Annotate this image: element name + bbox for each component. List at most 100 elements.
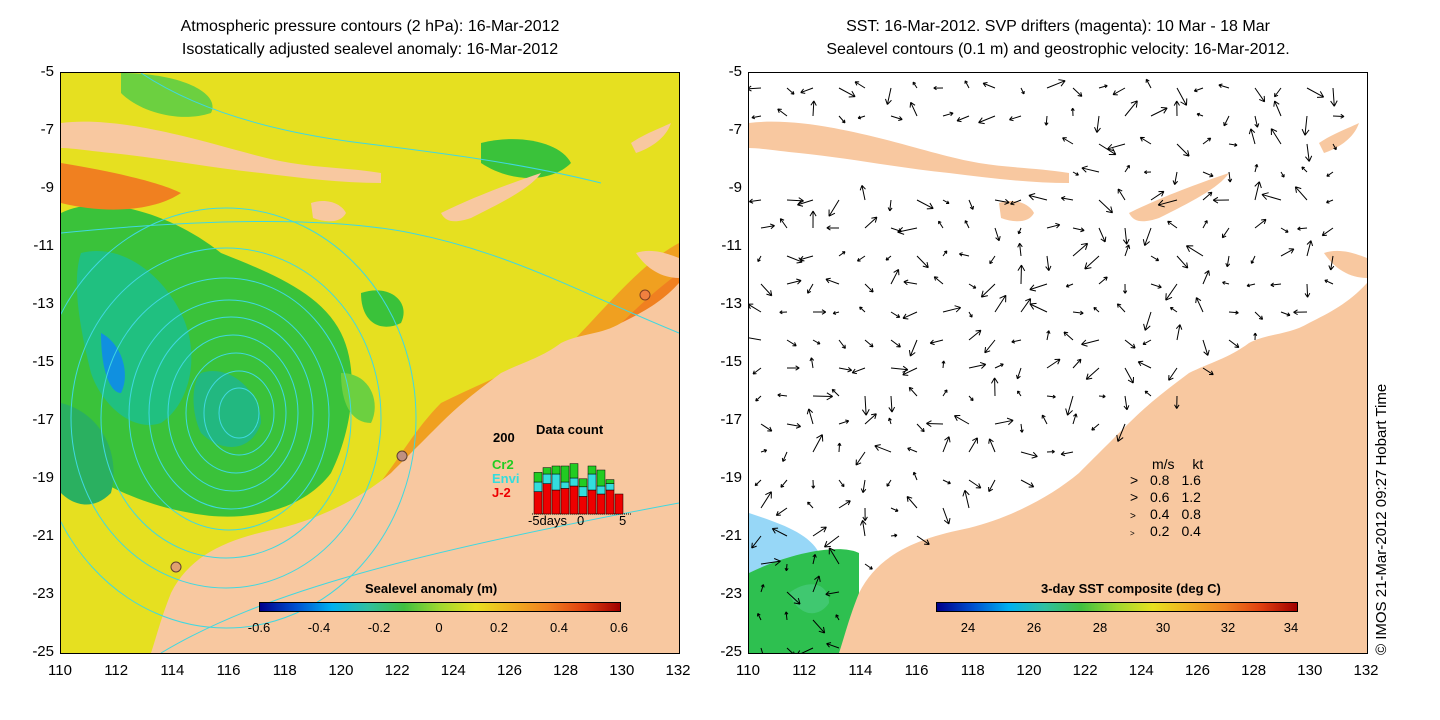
- velocity-arrow: [749, 198, 762, 204]
- velocity-arrow: [890, 339, 901, 348]
- velocity-arrow: [1150, 255, 1160, 262]
- velocity-arrow: [1017, 227, 1022, 235]
- data-count-bar-envi: [560, 481, 570, 489]
- velocity-arrow: [897, 226, 918, 235]
- velocity-arrow: [1248, 128, 1256, 145]
- x-tick-label: 116: [216, 662, 241, 679]
- velocity-arrow: [806, 408, 814, 425]
- velocity-arrow: [988, 479, 996, 493]
- data-count-bar-cr2: [551, 465, 561, 475]
- velocity-arrow: [942, 199, 950, 205]
- velocity-arrow: [1137, 360, 1152, 369]
- velocity-key-header-ms: m/s: [1152, 456, 1175, 472]
- velocity-key-row: >0.4 0.8: [1130, 506, 1201, 522]
- x-tick-label: 114: [848, 662, 873, 679]
- x-tick-label: 120: [328, 662, 354, 679]
- x-tick-label: 110: [736, 662, 760, 679]
- velocity-arrow: [828, 199, 840, 217]
- velocity-arrow: [837, 442, 842, 453]
- y-tick-label: -15: [32, 353, 54, 370]
- velocity-arrow: [1094, 115, 1101, 133]
- velocity-key-ms: 0.4: [1150, 506, 1170, 522]
- velocity-arrow: [1017, 390, 1022, 397]
- velocity-arrow: [884, 87, 892, 105]
- velocity-arrow: [1028, 193, 1048, 201]
- x-tick-label: 126: [1184, 662, 1210, 679]
- velocity-arrow: [1221, 227, 1230, 239]
- velocity-arrow: [1060, 451, 1074, 457]
- data-count-bar-cr2: [542, 467, 552, 475]
- velocity-arrow: [1029, 302, 1048, 313]
- velocity-arrow: [756, 613, 762, 621]
- velocity-arrow: [838, 479, 845, 488]
- velocity-arrow: [1017, 264, 1026, 285]
- velocity-arrow: [1175, 324, 1183, 341]
- data-count-xtick-left: -5days: [528, 513, 568, 528]
- x-tick-label: 114: [160, 662, 185, 679]
- y-tick-label: -23: [720, 585, 742, 602]
- velocity-arrow: [812, 553, 817, 565]
- velocity-arrow: [1060, 195, 1074, 202]
- velocity-arrow: [1225, 255, 1231, 268]
- velocity-arrow: [1020, 451, 1038, 459]
- x-tick-label: 132: [1353, 662, 1379, 679]
- velocity-arrow: [1144, 170, 1152, 175]
- right-map-panel: [748, 72, 1368, 654]
- velocity-arrow: [916, 255, 929, 269]
- velocity-arrow: [760, 283, 773, 297]
- velocity-arrow: [1046, 79, 1066, 89]
- x-tick-label: 116: [904, 662, 929, 679]
- velocity-arrow: [838, 115, 846, 124]
- right-title-line2: Sealevel contours (0.1 m) and geostrophi…: [826, 41, 1290, 58]
- left-colorbar-tick: -0.4: [307, 620, 331, 635]
- velocity-arrow: [1218, 83, 1230, 89]
- y-tick-label: -13: [32, 295, 54, 312]
- data-count-bar-j2: [533, 491, 543, 515]
- velocity-key-ms: 0.6: [1150, 489, 1170, 505]
- x-tick-label: 110: [48, 662, 72, 679]
- velocity-key-row: >0.2 0.4: [1130, 523, 1201, 539]
- velocity-arrow: [807, 501, 814, 509]
- velocity-arrow: [1280, 227, 1289, 233]
- x-tick-label: 128: [553, 662, 579, 679]
- velocity-arrow: [1020, 298, 1032, 313]
- velocity-arrow: [1227, 171, 1233, 183]
- velocity-arrow: [864, 413, 877, 425]
- y-tick-label: -19: [32, 469, 54, 486]
- right-colorbar-label: 3-day SST composite (deg C): [1041, 581, 1221, 596]
- velocity-arrow: [1330, 87, 1338, 107]
- velocity-arrow: [1124, 339, 1136, 349]
- velocity-arrow: [812, 575, 821, 593]
- velocity-arrow: [994, 294, 1007, 313]
- velocity-arrow: [1046, 222, 1061, 229]
- data-count-legend-j2: J-2: [492, 485, 511, 500]
- velocity-arrow: [810, 100, 817, 117]
- velocity-arrow: [1124, 244, 1131, 257]
- data-count-bar-envi: [551, 473, 561, 491]
- data-count-xtick-right: 5: [619, 513, 627, 528]
- velocity-arrow: [751, 115, 762, 120]
- data-count-chart: [532, 463, 632, 515]
- velocity-arrow: [1193, 87, 1204, 93]
- velocity-arrow: [838, 339, 846, 349]
- data-count-bar-cr2: [569, 463, 579, 479]
- velocity-arrow: [1254, 163, 1259, 173]
- velocity-arrow: [1065, 395, 1074, 416]
- velocity-arrow: [1202, 367, 1214, 376]
- velocity-arrow: [890, 311, 901, 318]
- y-tick-label: -9: [40, 179, 54, 196]
- velocity-arrow: [968, 311, 973, 318]
- velocity-arrow: [890, 269, 900, 285]
- velocity-arrow: [1169, 306, 1178, 313]
- velocity-arrow: [861, 395, 870, 416]
- velocity-arrow: [1306, 240, 1314, 257]
- velocity-arrow: [1195, 297, 1204, 313]
- velocity-arrow: [1010, 199, 1022, 206]
- y-tick-label: -19: [720, 469, 742, 486]
- velocity-arrow: [811, 479, 816, 489]
- velocity-arrow: [780, 479, 788, 488]
- velocity-arrow: [908, 339, 918, 357]
- data-count-bar-cr2: [560, 465, 570, 483]
- velocity-arrow: [991, 377, 999, 397]
- velocity-arrow: [754, 479, 762, 487]
